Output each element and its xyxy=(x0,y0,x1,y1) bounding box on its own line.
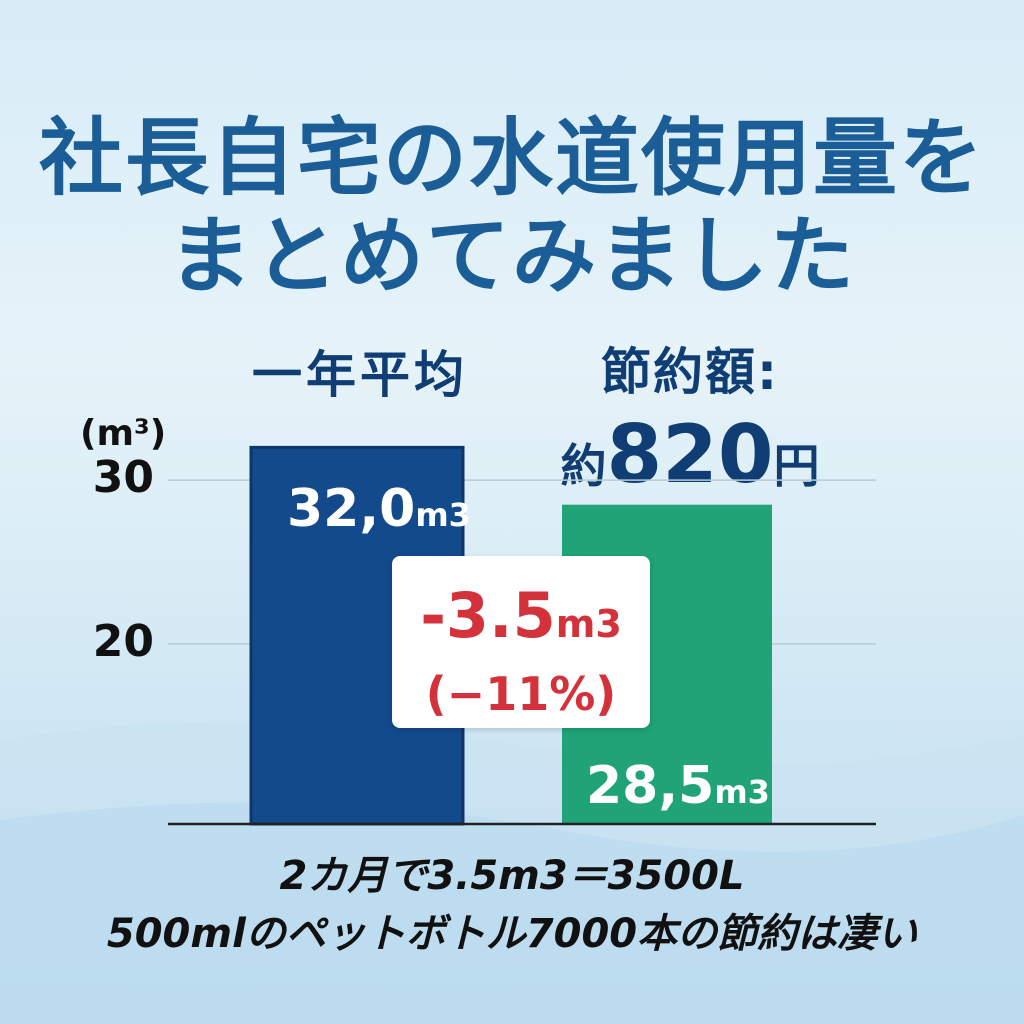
bar-value-label-current: 28,5m3 xyxy=(586,756,770,828)
difference-callout: -3.5m3 (−11%) xyxy=(392,556,650,728)
savings-prefix: 約 xyxy=(560,439,607,493)
y-tick-label-30: 30 xyxy=(92,452,154,504)
note-line-1: 2カ月で3.5m3＝3500L xyxy=(279,853,745,899)
note-line-2: 500mlのペットボトル7000本の節約は凄い xyxy=(106,911,918,957)
bar-value-number: 28,5 xyxy=(586,756,715,816)
title-line-2: まとめてみました xyxy=(167,207,856,305)
savings-amount: 約820円 xyxy=(540,410,840,522)
bar-value-unit: m3 xyxy=(714,773,770,811)
savings-label: 節約額: xyxy=(601,343,779,401)
savings-currency: 円 xyxy=(773,439,820,493)
bar-value-unit: m3 xyxy=(415,496,471,535)
difference-value: -3.5 xyxy=(420,579,556,652)
title-line-1: 社長自宅の水道使用量を xyxy=(38,109,985,207)
savings-value: 820 xyxy=(606,408,774,501)
y-tick-label-20: 20 xyxy=(92,615,154,667)
difference-unit: m3 xyxy=(555,602,622,646)
bar-value-label-average: 32,0m3 xyxy=(287,479,471,551)
difference-percent: (−11%) xyxy=(425,667,617,721)
bar-value-number: 32,0 xyxy=(287,479,416,540)
y-axis-unit-label: (m³) xyxy=(80,413,167,454)
bar-category-label: 一年平均 xyxy=(252,346,468,404)
